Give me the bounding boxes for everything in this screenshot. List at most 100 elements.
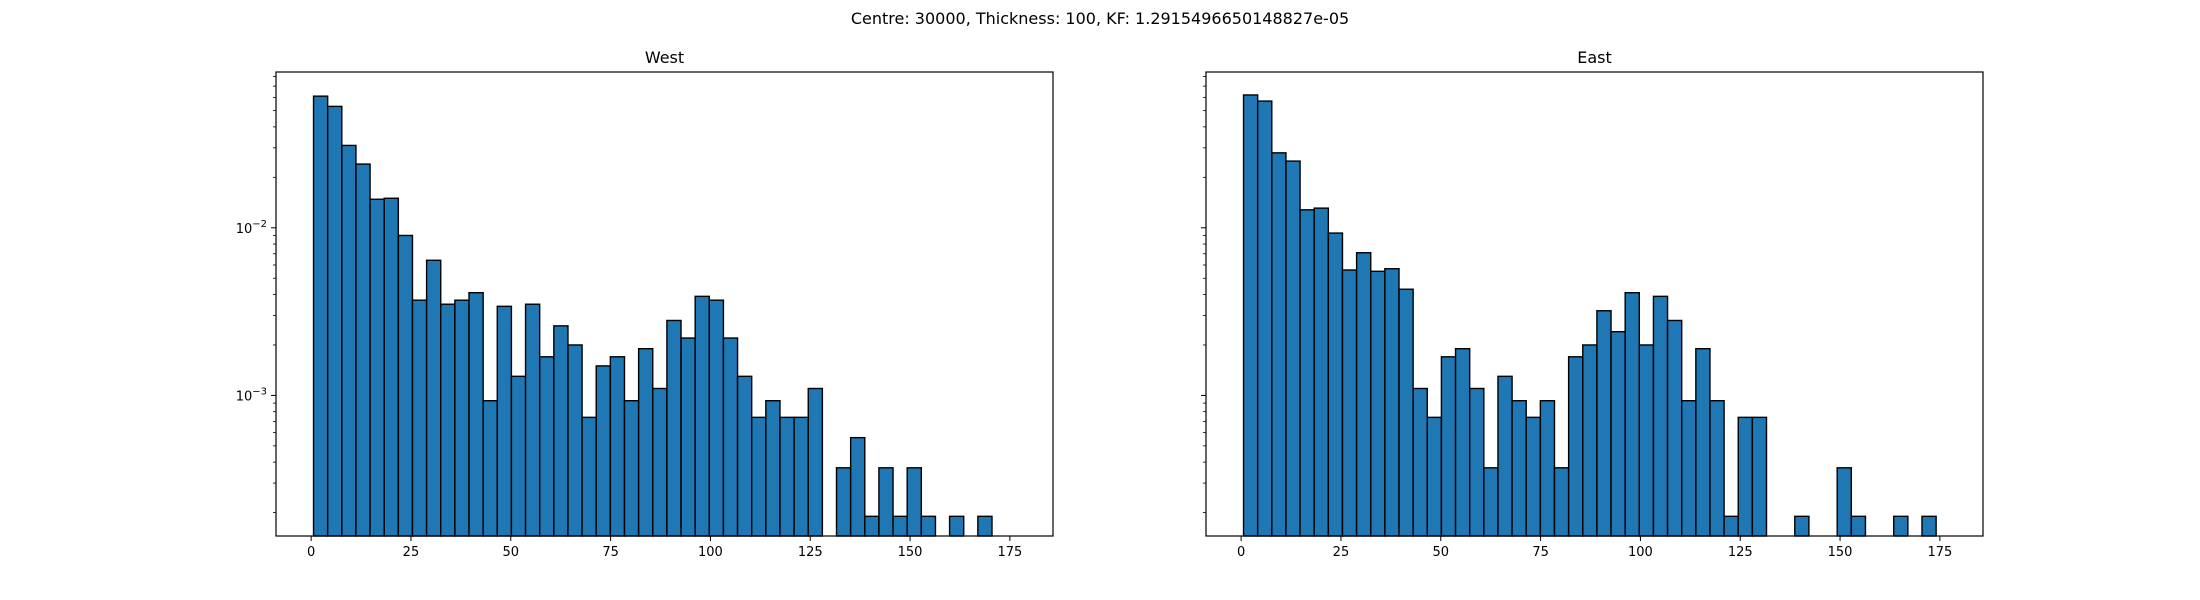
histogram-bar — [1921, 515, 1937, 537]
histogram-bar — [765, 400, 781, 537]
histogram-bar — [1468, 387, 1485, 537]
histogram-bar — [524, 303, 541, 537]
x-tick-label: 25 — [403, 545, 420, 560]
axes-frame-west — [275, 71, 1054, 537]
histogram-bar — [1454, 347, 1471, 537]
x-tick-label: 0 — [307, 545, 315, 560]
histogram-bar — [609, 356, 626, 537]
histogram-bar — [779, 416, 795, 537]
histogram-bar — [849, 436, 866, 537]
histogram-bar — [482, 400, 498, 537]
x-tick-label: 100 — [1628, 545, 1653, 560]
histogram-bar — [1850, 515, 1867, 537]
histogram-bar — [1794, 515, 1810, 537]
y-tick-label: 10−2 — [236, 219, 267, 237]
histogram-bar — [312, 95, 329, 537]
histogram-bar — [1271, 152, 1287, 537]
histogram-bar — [510, 375, 527, 537]
histogram-bar — [1398, 288, 1414, 537]
histogram-bar — [1327, 232, 1344, 537]
histogram-bar — [977, 515, 993, 537]
histogram-bar — [637, 347, 654, 537]
histogram-bar — [1624, 292, 1640, 537]
y-tick-label: 10−3 — [236, 386, 267, 404]
histogram-bar — [1751, 416, 1768, 537]
histogram-bar — [1695, 347, 1711, 537]
histogram-bar — [1893, 515, 1909, 537]
histogram-bar — [397, 234, 414, 537]
histogram-bar — [1341, 269, 1358, 537]
histogram-bar — [652, 387, 668, 537]
x-tick-label: 125 — [798, 545, 823, 560]
histogram-bar — [468, 292, 484, 537]
histogram-bar — [553, 325, 569, 537]
histogram-bar — [1652, 295, 1669, 537]
x-tick-label: 75 — [602, 545, 619, 560]
histogram-bar — [1285, 160, 1301, 537]
x-tick-label: 25 — [1333, 545, 1350, 560]
histogram-bar — [736, 375, 753, 537]
histogram-bar — [454, 299, 470, 537]
figure-suptitle: Centre: 30000, Thickness: 100, KF: 1.291… — [851, 9, 1349, 28]
histogram-bar — [1313, 207, 1330, 537]
histogram-bar — [1370, 270, 1386, 537]
histogram-bar — [1483, 467, 1499, 537]
x-tick-label: 75 — [1532, 545, 1549, 560]
histogram-bar — [1497, 375, 1513, 537]
histogram-bar — [1256, 100, 1273, 537]
histogram-bar — [1553, 467, 1570, 537]
histogram-bar — [1412, 387, 1428, 537]
histogram-bar — [496, 305, 513, 537]
x-tick-label: 0 — [1237, 545, 1245, 560]
histogram-bar — [1525, 416, 1542, 537]
x-tick-label: 125 — [1728, 545, 1753, 560]
histogram-bar — [425, 259, 442, 537]
panel-title-west: West — [645, 48, 684, 67]
histogram-bar — [864, 515, 880, 537]
histogram-bar — [440, 303, 456, 537]
histogram-bar — [807, 387, 824, 537]
histogram-bar — [1582, 344, 1598, 537]
histogram-bar — [680, 337, 696, 537]
histogram-bar — [1242, 94, 1259, 537]
x-tick-label: 150 — [1828, 545, 1853, 560]
histogram-bar — [595, 365, 612, 537]
histogram-bar — [1426, 416, 1443, 537]
histogram-bar — [892, 515, 908, 537]
histogram-bar — [581, 416, 597, 537]
histogram-bar — [835, 467, 852, 537]
histogram-bar — [1610, 330, 1626, 537]
histogram-bar — [722, 337, 739, 537]
histogram-bar — [1596, 310, 1612, 537]
histogram-bar — [906, 467, 923, 537]
histogram-bar — [793, 416, 809, 537]
histogram-bar — [1723, 515, 1739, 537]
histogram-bar — [623, 400, 640, 537]
histogram-bar — [878, 467, 894, 537]
x-tick-label: 100 — [698, 545, 723, 560]
histogram-bar — [1737, 416, 1754, 537]
histogram-bar — [751, 416, 767, 537]
histogram-bar — [1666, 319, 1683, 537]
histogram-bar — [1539, 400, 1556, 537]
x-tick-label: 50 — [1433, 545, 1450, 560]
histogram-bar — [1299, 209, 1315, 537]
histogram-bar — [369, 198, 385, 537]
histogram-bar — [1836, 467, 1853, 537]
histogram-bar — [948, 515, 965, 537]
histogram-bar — [411, 299, 428, 537]
histogram-bar — [694, 295, 710, 537]
histogram-bar — [355, 163, 371, 537]
histogram-bar — [383, 197, 400, 537]
histogram-bar — [1709, 400, 1725, 537]
histogram-bar — [326, 105, 343, 537]
histogram-bar — [1384, 268, 1400, 537]
x-tick-label: 175 — [997, 545, 1022, 560]
histogram-bar — [341, 144, 357, 537]
histogram-bar — [567, 344, 583, 537]
histogram-bar — [1638, 344, 1655, 537]
histogram-bar — [920, 515, 937, 537]
histogram-bar — [1355, 252, 1372, 537]
